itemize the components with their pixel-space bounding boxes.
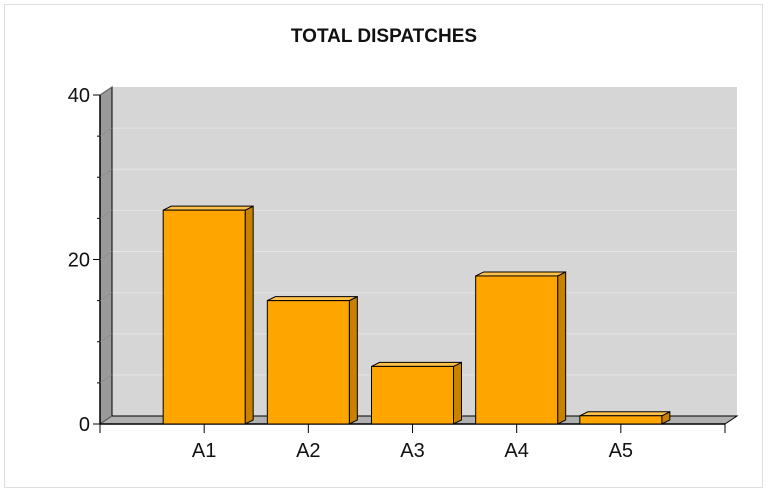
x-tick-label: A3: [400, 440, 424, 462]
y-tick-depth: [99, 210, 113, 219]
bar-front: [162, 209, 246, 425]
y-tick-depth: [99, 251, 113, 260]
bar-front: [266, 300, 350, 425]
y-axis: [93, 86, 113, 425]
bar-top: [579, 411, 671, 417]
bars: [162, 205, 671, 425]
y-tick-label: 0: [79, 414, 90, 436]
bar-side: [453, 361, 462, 425]
x-tick-label: A2: [296, 440, 320, 462]
y-tick-depth: [99, 333, 113, 343]
bar-side: [557, 271, 567, 425]
bar: [475, 271, 567, 425]
y-tick-label: 40: [68, 85, 90, 107]
x-tick-label: A1: [192, 440, 216, 462]
bar-front: [475, 275, 559, 425]
y-tick-depth: [99, 86, 113, 96]
bar-top: [267, 296, 358, 302]
x-axis: [99, 423, 726, 433]
bar-top: [475, 271, 566, 277]
bar-side: [348, 295, 358, 425]
bar: [371, 361, 462, 425]
y-tick-depth: [99, 168, 113, 178]
bar-front: [579, 415, 663, 425]
y-tick-labels: 0 20 40: [68, 85, 90, 436]
bar-top: [371, 361, 462, 367]
bar: [162, 205, 254, 425]
x-tick-labels: A1 A2 A3 A4 A5: [192, 440, 633, 462]
bar-top: [162, 205, 254, 211]
y-tick-depth: [99, 127, 113, 137]
y-tick-label: 20: [68, 250, 90, 272]
y-tick-depth: [99, 415, 113, 425]
y-tick-depth: [99, 374, 113, 384]
bar-front: [371, 365, 454, 425]
y-tick-depth: [99, 292, 113, 301]
x-tick-label: A4: [504, 440, 528, 462]
chart-title: TOTAL DISPATCHES: [290, 26, 478, 47]
x-tick-label: A5: [609, 440, 633, 462]
bar: [266, 295, 358, 425]
bar-side: [244, 205, 254, 425]
bar: [579, 410, 671, 425]
